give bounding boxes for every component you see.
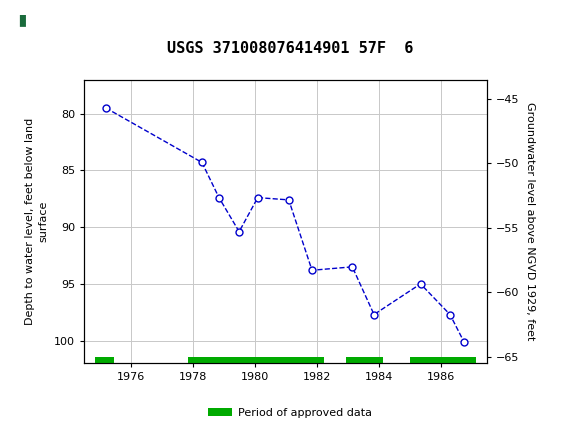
- Text: USGS 371008076414901 57F  6: USGS 371008076414901 57F 6: [167, 41, 413, 56]
- FancyBboxPatch shape: [9, 3, 67, 37]
- Y-axis label: Groundwater level above NGVD 1929, feet: Groundwater level above NGVD 1929, feet: [525, 102, 535, 341]
- Y-axis label: Depth to water level, feet below land
surface: Depth to water level, feet below land su…: [26, 118, 49, 325]
- Text: USGS: USGS: [71, 14, 102, 27]
- Text: █: █: [19, 14, 25, 26]
- Legend: Period of approved data: Period of approved data: [204, 403, 376, 422]
